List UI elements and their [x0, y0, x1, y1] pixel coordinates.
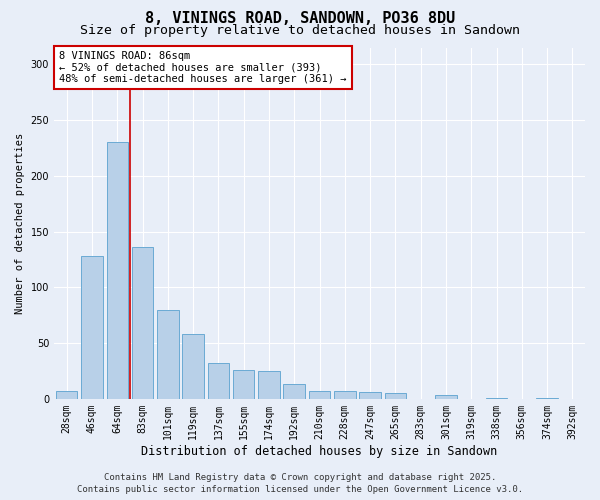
Bar	[56, 391, 77, 399]
Bar	[258, 371, 280, 399]
X-axis label: Distribution of detached houses by size in Sandown: Distribution of detached houses by size …	[142, 444, 497, 458]
Bar	[309, 391, 330, 399]
Bar	[233, 370, 254, 399]
Bar	[107, 142, 128, 399]
Bar	[283, 384, 305, 399]
Bar	[334, 391, 356, 399]
Bar	[536, 398, 558, 399]
Bar	[157, 310, 179, 399]
Bar	[132, 247, 153, 399]
Y-axis label: Number of detached properties: Number of detached properties	[15, 132, 25, 314]
Bar	[486, 398, 507, 399]
Bar	[359, 392, 381, 399]
Bar	[385, 394, 406, 399]
Bar	[81, 256, 103, 399]
Bar	[435, 396, 457, 399]
Text: Contains HM Land Registry data © Crown copyright and database right 2025.
Contai: Contains HM Land Registry data © Crown c…	[77, 472, 523, 494]
Bar	[182, 334, 204, 399]
Text: Size of property relative to detached houses in Sandown: Size of property relative to detached ho…	[80, 24, 520, 37]
Bar	[208, 363, 229, 399]
Text: 8 VININGS ROAD: 86sqm
← 52% of detached houses are smaller (393)
48% of semi-det: 8 VININGS ROAD: 86sqm ← 52% of detached …	[59, 51, 347, 84]
Text: 8, VININGS ROAD, SANDOWN, PO36 8DU: 8, VININGS ROAD, SANDOWN, PO36 8DU	[145, 11, 455, 26]
